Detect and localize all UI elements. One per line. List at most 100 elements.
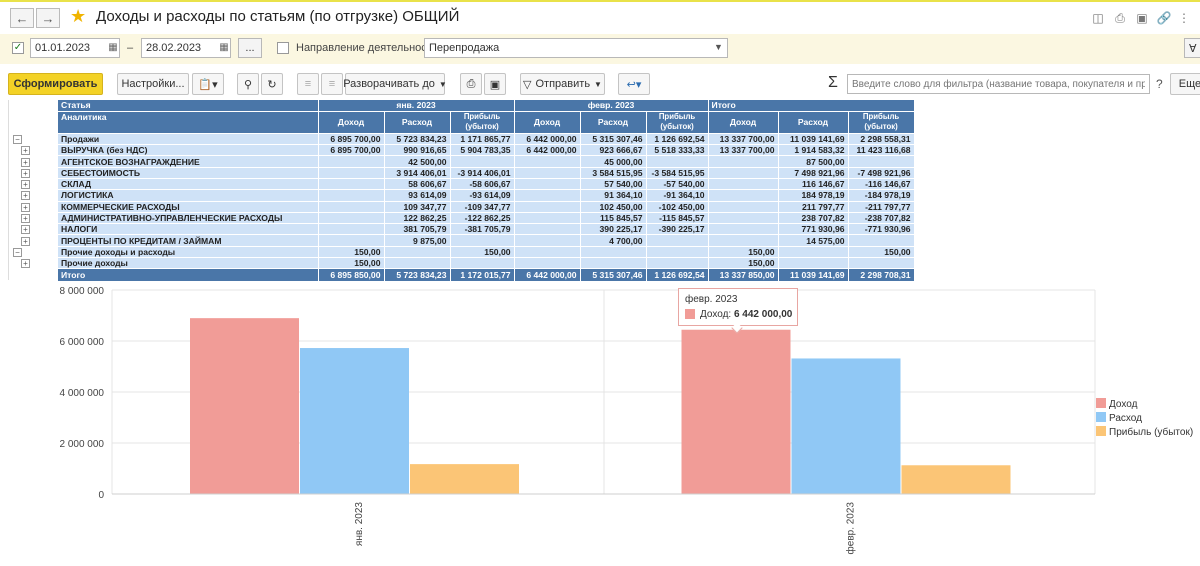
link-icon[interactable]: 🔗 [1156,11,1172,25]
expand-toggle-icon[interactable]: + [21,191,30,201]
calendar-icon[interactable]: ▦ [108,42,118,53]
legend-label: Прибыль (убыток) [1109,426,1193,438]
collapse-button[interactable]: ≡ [297,73,319,95]
variant-button[interactable]: 📋▾ [192,73,224,95]
table-row[interactable]: + КОММЕРЧЕСКИЕ РАСХОДЫ 109 347,77 -109 347,… [8,201,915,213]
row-value [848,234,915,247]
collapse-toggle-icon[interactable]: − [13,134,22,144]
bar-expense[interactable] [791,358,901,494]
table-row[interactable]: + ЛОГИСТИКА 93 614,09 -93 614,09 91 364,10 -9… [8,189,915,202]
chevron-down-icon[interactable]: ▼ [714,42,723,52]
send-button[interactable]: ▽ Отправить ▼ [520,73,605,95]
row-value [318,201,385,213]
row-value: -57 540,00 [646,178,709,191]
expand-toggle-icon[interactable]: + [21,180,30,190]
chart-tooltip: февр. 2023 Доход: 6 442 000,00 [678,288,798,334]
forward-button[interactable]: → [36,8,60,28]
legend-swatch [1096,412,1106,422]
row-value [708,234,779,247]
row-value: 45 000,00 [580,155,647,168]
row-value: -3 584 515,95 [646,167,709,179]
expand-toggle-icon[interactable]: + [21,225,30,235]
title-bar: ← → ★ Доходы и расходы по статьям (по от… [0,0,1200,34]
total-value: 5 723 834,23 [384,268,451,283]
links-button[interactable]: ↩▾ [618,73,650,95]
date-to-field[interactable]: 28.02.2023 [141,38,231,58]
print-preview-button[interactable]: ▣ [484,73,506,95]
table-row[interactable]: − Прочие доходы и расходы 150,00 150,00 150,… [8,246,915,259]
total-value: 13 337 850,00 [708,268,779,283]
help-button[interactable]: ? [1156,77,1163,91]
find-button[interactable]: ⚲ [237,73,259,95]
table-row[interactable]: + АГЕНТСКОЕ ВОЗНАГРАЖДЕНИЕ 42 500,00 45 000… [8,155,915,168]
tree-gutter-line [8,100,9,280]
row-value: -771 930,96 [848,223,915,236]
row-value: 93 614,09 [384,189,451,202]
row-value: 150,00 [318,246,385,259]
more-icon[interactable]: ⋮ [1178,11,1190,25]
legend-swatch [1096,426,1106,436]
legend-label: Доход [1109,399,1138,410]
print-icon[interactable]: ⎙ [1115,11,1125,25]
bar-profit[interactable] [410,464,519,494]
table-row[interactable]: + ПРОЦЕНТЫ ПО КРЕДИТАМ / ЗАЙМАМ 9 875,00 4 … [8,234,915,247]
bar-expense[interactable] [300,348,409,494]
date-from-field[interactable]: 01.01.2023 [30,38,120,58]
expand-to-button[interactable]: Разворачивать до ▼ [343,73,447,95]
table-row[interactable]: + НАЛОГИ 381 705,79 -381 705,79 390 225,17 -3… [8,223,915,236]
filter-icon[interactable]: ∀ [1184,38,1200,58]
expand-toggle-icon[interactable]: + [21,168,30,178]
direction-checkbox[interactable] [277,42,289,54]
collapse-toggle-icon[interactable]: − [13,247,22,257]
preview-icon[interactable]: ▣ [1136,11,1148,25]
table-row[interactable]: + СКЛАД 58 606,67 -58 606,67 57 540,00 -57 54… [8,178,915,191]
gutter-cell [8,111,58,134]
table-row[interactable]: + ВЫРУЧКА (без НДС) 6 895 700,00 990 916,65… [8,144,915,157]
row-value [514,234,581,247]
table-row[interactable]: + АДМИНИСТРАТИВНО-УПРАВЛЕНЧЕСКИЕ РАСХОДЫ 1… [8,212,915,225]
tree-toggle-cell: − [8,133,58,145]
bar-profit[interactable] [901,465,1011,494]
row-value [646,246,709,259]
row-value: 390 225,17 [580,223,647,236]
period-select-button[interactable]: ... [238,38,262,58]
arrow-left-icon: ← [15,10,29,26]
expand-toggle-icon[interactable]: + [21,259,30,269]
save-icon[interactable]: ◫ [1092,11,1104,25]
header-expense: Расход [778,111,849,134]
row-label: ВЫРУЧКА (без НДС) [58,144,319,157]
row-value: 13 337 700,00 [708,144,779,157]
row-value: 3 914 406,01 [384,167,451,179]
generate-button[interactable]: Сформировать [8,73,103,95]
expand-toggle-icon[interactable]: + [21,146,30,156]
bar-income[interactable] [681,329,791,494]
direction-select[interactable]: Перепродажа [424,38,728,58]
more-button[interactable]: Еще [1170,73,1200,95]
expand-toggle-icon[interactable]: + [21,236,30,246]
table-row[interactable]: − Продажи 6 895 700,00 5 723 834,23 1 171 86… [8,133,915,146]
print-button[interactable]: ⎙ [460,73,482,95]
total-value: 11 039 141,69 [778,268,849,283]
row-value: -3 914 406,01 [450,167,515,179]
sum-icon[interactable]: Σ [828,74,838,91]
table-row[interactable]: + СЕБЕСТОИМОСТЬ 3 914 406,01 -3 914 406,01 3… [8,167,915,179]
star-icon[interactable]: ★ [70,6,87,26]
clipboard-icon: 📋▾ [198,78,218,91]
search-input[interactable] [847,74,1150,94]
expand-toggle-icon[interactable]: + [21,157,30,167]
tree-toggle-cell: + [8,257,58,269]
expand-toggle-icon[interactable]: + [21,214,30,224]
calendar-icon[interactable]: ▦ [219,42,229,53]
table-row[interactable]: + Прочие доходы 150,00 150,00 [8,257,915,270]
row-value [318,189,385,202]
header-analytics: Аналитика [58,111,319,134]
find-next-button[interactable]: ↻ [261,73,283,95]
bar-income[interactable] [190,318,299,494]
expand-all-button[interactable]: ≡ [321,73,343,95]
period-checkbox[interactable]: ✓ [12,42,24,54]
row-value: 4 700,00 [580,234,647,247]
back-button[interactable]: ← [10,8,34,28]
expand-toggle-icon[interactable]: + [21,202,30,212]
row-value [450,257,515,270]
settings-button[interactable]: Настройки... [117,73,189,95]
